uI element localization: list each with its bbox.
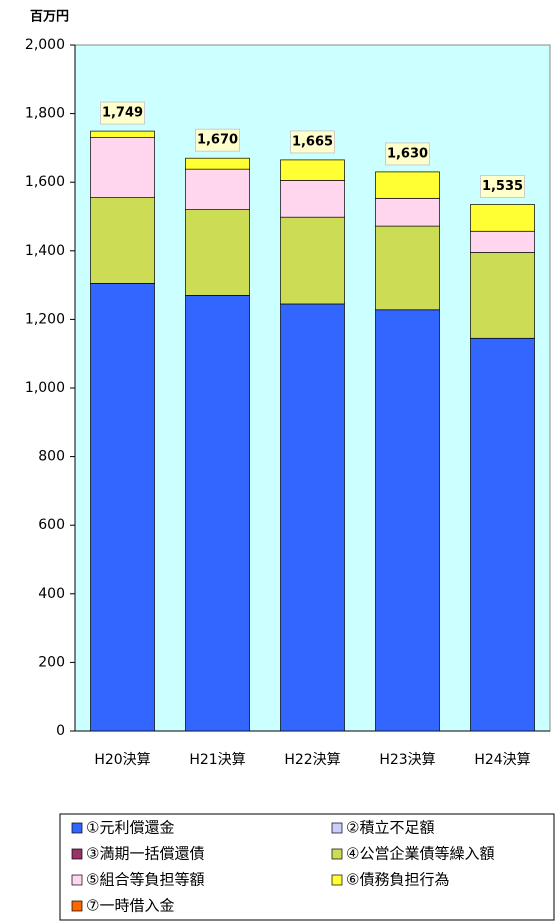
y-tick-label: 800 bbox=[38, 449, 65, 465]
legend-label: ③満期一括償還債 bbox=[86, 845, 204, 863]
total-label: 1,535 bbox=[482, 179, 523, 194]
total-label: 1,665 bbox=[292, 134, 333, 149]
x-tick-label: H21決算 bbox=[189, 752, 245, 768]
bar-segment bbox=[470, 204, 535, 232]
y-tick-label: 0 bbox=[56, 723, 65, 739]
x-tick-label: H22決算 bbox=[284, 752, 340, 768]
bar-segment bbox=[90, 283, 155, 732]
y-tick-label: 1,600 bbox=[25, 174, 65, 190]
legend-box bbox=[59, 813, 555, 921]
y-tick-label: 1,800 bbox=[25, 106, 65, 122]
bar-segment bbox=[90, 130, 155, 138]
y-tick-label: 400 bbox=[38, 586, 65, 602]
bar-segment bbox=[280, 180, 345, 218]
legend-swatch bbox=[71, 848, 83, 860]
total-label-box bbox=[195, 128, 240, 152]
legend-label: ④公営企業債等繰入額 bbox=[346, 845, 494, 863]
bar-segment bbox=[470, 252, 535, 339]
y-tick-label: 1,400 bbox=[25, 243, 65, 259]
y-tick-label: 2,000 bbox=[25, 37, 65, 53]
legend-swatch bbox=[71, 822, 83, 834]
legend-swatch bbox=[331, 848, 343, 860]
x-tick-label: H24決算 bbox=[474, 752, 530, 768]
bar-segment bbox=[375, 225, 440, 311]
y-unit: 百万円 bbox=[30, 10, 69, 25]
bar-segment bbox=[185, 295, 250, 732]
legend-swatch bbox=[331, 874, 343, 886]
bar-segment bbox=[375, 197, 440, 227]
bar-segment bbox=[90, 197, 155, 284]
total-label-box bbox=[290, 130, 335, 154]
legend-swatch bbox=[71, 900, 83, 912]
bar-segment bbox=[375, 171, 440, 199]
total-label-box bbox=[385, 142, 430, 166]
bar-segment bbox=[185, 157, 250, 170]
legend-label: ⑦一時借入金 bbox=[86, 897, 174, 915]
legend-label: ⑤組合等負担等額 bbox=[86, 871, 204, 889]
y-tick-label: 1,200 bbox=[25, 311, 65, 327]
bar-segment bbox=[280, 159, 345, 181]
legend-label: ②積立不足額 bbox=[346, 819, 434, 837]
bar-segment bbox=[280, 303, 345, 732]
legend-swatch bbox=[71, 874, 83, 886]
total-label: 1,630 bbox=[387, 146, 428, 161]
legend-swatch bbox=[331, 822, 343, 834]
y-tick-label: 600 bbox=[38, 517, 65, 533]
y-tick-label: 200 bbox=[38, 654, 65, 670]
bar-segment bbox=[375, 309, 440, 732]
y-tick-label: 1,000 bbox=[25, 380, 65, 396]
x-tick-label: H23決算 bbox=[379, 752, 435, 768]
legend-label: ①元利償還金 bbox=[86, 819, 174, 837]
bar-segment bbox=[185, 209, 250, 296]
total-label: 1,670 bbox=[197, 133, 238, 148]
legend-label: ⑥債務負担行為 bbox=[346, 871, 449, 889]
total-label: 1,749 bbox=[102, 106, 143, 121]
total-label-box bbox=[480, 174, 525, 198]
bar-segment bbox=[90, 137, 155, 198]
total-label-box bbox=[100, 101, 145, 125]
bar-segment bbox=[470, 337, 535, 732]
x-tick-label: H20決算 bbox=[94, 752, 150, 768]
bar-segment bbox=[470, 230, 535, 253]
bar-segment bbox=[185, 168, 250, 210]
bar-segment bbox=[280, 216, 345, 305]
